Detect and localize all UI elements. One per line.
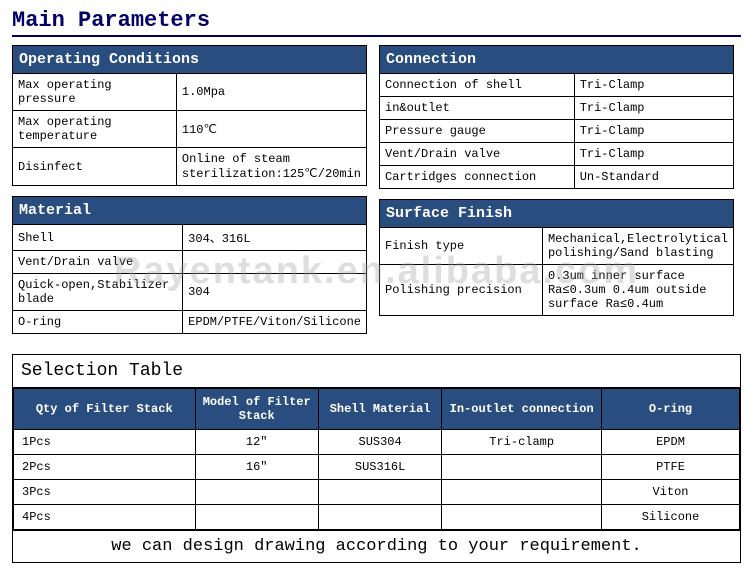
- label-cell: Cartridges connection: [380, 166, 575, 189]
- label-cell: Pressure gauge: [380, 120, 575, 143]
- col-header: Model of Filter Stack: [195, 389, 318, 430]
- value-cell: Tri-Clamp: [574, 74, 733, 97]
- cell: [442, 455, 602, 480]
- cell: [442, 480, 602, 505]
- table-row: Connection of shell Tri-Clamp: [380, 74, 734, 97]
- label-cell: O-ring: [13, 311, 183, 334]
- selection-table-container: Selection Table Qty of Filter Stack Mode…: [12, 354, 741, 563]
- label-cell: in&outlet: [380, 97, 575, 120]
- connection-header: Connection: [380, 46, 734, 74]
- cell: 1Pcs: [14, 430, 196, 455]
- right-column: Connection Connection of shell Tri-Clamp…: [379, 45, 734, 344]
- value-cell: Mechanical,Electrolytical polishing/Sand…: [542, 228, 733, 265]
- cell: [195, 505, 318, 530]
- cell: PTFE: [602, 455, 740, 480]
- operating-header: Operating Conditions: [13, 46, 367, 74]
- value-cell: EPDM/PTFE/Viton/Silicone: [183, 311, 367, 334]
- cell: 2Pcs: [14, 455, 196, 480]
- table-row: Vent/Drain valve Tri-Clamp: [380, 143, 734, 166]
- cell: EPDM: [602, 430, 740, 455]
- value-cell: 0.3um inner surface Ra≤0.3um 0.4um outsi…: [542, 265, 733, 316]
- table-row: 3Pcs Viton: [14, 480, 740, 505]
- material-table: Material Shell 304、316L Vent/Drain valve…: [12, 196, 367, 334]
- cell: 16″: [195, 455, 318, 480]
- left-column: Operating Conditions Max operating press…: [12, 45, 367, 344]
- label-cell: Vent/Drain valve: [380, 143, 575, 166]
- table-row: Max operating temperature 110℃: [13, 111, 367, 148]
- cell: SUS304: [318, 430, 441, 455]
- table-row: Max operating pressure 1.0Mpa: [13, 74, 367, 111]
- table-row: in&outlet Tri-Clamp: [380, 97, 734, 120]
- material-header: Material: [13, 197, 367, 225]
- surface-header: Surface Finish: [380, 200, 734, 228]
- page-title: Main Parameters: [12, 8, 741, 37]
- label-cell: Quick-open,Stabilizer blade: [13, 274, 183, 311]
- table-row: O-ring EPDM/PTFE/Viton/Silicone: [13, 311, 367, 334]
- cell: Silicone: [602, 505, 740, 530]
- col-header: Qty of Filter Stack: [14, 389, 196, 430]
- cell: Tri-clamp: [442, 430, 602, 455]
- selection-header-row: Qty of Filter Stack Model of Filter Stac…: [14, 389, 740, 430]
- operating-conditions-table: Operating Conditions Max operating press…: [12, 45, 367, 186]
- cell: [195, 480, 318, 505]
- cell: Viton: [602, 480, 740, 505]
- cell: SUS316L: [318, 455, 441, 480]
- value-cell: 1.0Mpa: [176, 74, 366, 111]
- table-row: Disinfect Online of steam sterilization:…: [13, 148, 367, 186]
- value-cell: Tri-Clamp: [574, 97, 733, 120]
- table-row: Pressure gauge Tri-Clamp: [380, 120, 734, 143]
- surface-finish-table: Surface Finish Finish type Mechanical,El…: [379, 199, 734, 316]
- label-cell: Disinfect: [13, 148, 177, 186]
- label-cell: Finish type: [380, 228, 543, 265]
- cell: [318, 505, 441, 530]
- value-cell: Tri-Clamp: [574, 143, 733, 166]
- cell: 12″: [195, 430, 318, 455]
- label-cell: Max operating pressure: [13, 74, 177, 111]
- table-row: Finish type Mechanical,Electrolytical po…: [380, 228, 734, 265]
- value-cell: Tri-Clamp: [574, 120, 733, 143]
- table-row: Quick-open,Stabilizer blade 304: [13, 274, 367, 311]
- col-header: In-outlet connection: [442, 389, 602, 430]
- label-cell: Vent/Drain valve: [13, 251, 183, 274]
- value-cell: 304: [183, 274, 367, 311]
- label-cell: Polishing precision: [380, 265, 543, 316]
- cell: 3Pcs: [14, 480, 196, 505]
- selection-table: Qty of Filter Stack Model of Filter Stac…: [13, 388, 740, 530]
- cell: [318, 480, 441, 505]
- label-cell: Max operating temperature: [13, 111, 177, 148]
- table-row: Vent/Drain valve: [13, 251, 367, 274]
- footer-note: we can design drawing according to your …: [13, 530, 740, 562]
- table-row: 1Pcs 12″ SUS304 Tri-clamp EPDM: [14, 430, 740, 455]
- connection-table: Connection Connection of shell Tri-Clamp…: [379, 45, 734, 189]
- table-row: Cartridges connection Un-Standard: [380, 166, 734, 189]
- col-header: O-ring: [602, 389, 740, 430]
- selection-title: Selection Table: [13, 355, 740, 388]
- value-cell: Online of steam sterilization:125℃/20min: [176, 148, 366, 186]
- two-column-layout: Operating Conditions Max operating press…: [12, 45, 741, 344]
- table-row: 2Pcs 16″ SUS316L PTFE: [14, 455, 740, 480]
- value-cell: Un-Standard: [574, 166, 733, 189]
- value-cell: 304、316L: [183, 225, 367, 251]
- label-cell: Shell: [13, 225, 183, 251]
- cell: [442, 505, 602, 530]
- value-cell: 110℃: [176, 111, 366, 148]
- cell: 4Pcs: [14, 505, 196, 530]
- label-cell: Connection of shell: [380, 74, 575, 97]
- col-header: Shell Material: [318, 389, 441, 430]
- table-row: 4Pcs Silicone: [14, 505, 740, 530]
- table-row: Shell 304、316L: [13, 225, 367, 251]
- table-row: Polishing precision 0.3um inner surface …: [380, 265, 734, 316]
- value-cell: [183, 251, 367, 274]
